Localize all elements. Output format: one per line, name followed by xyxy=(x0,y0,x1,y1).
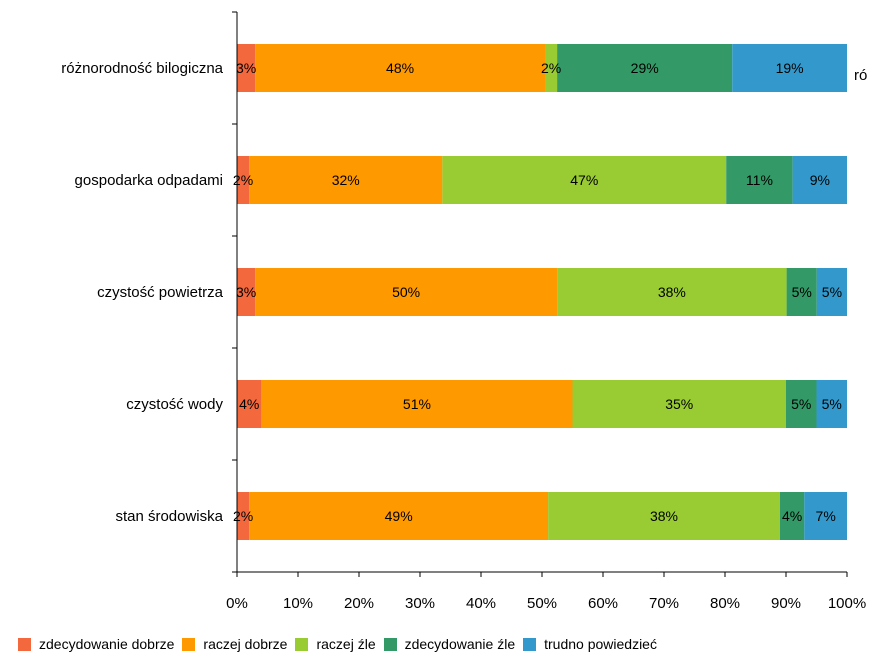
x-tick-label: 40% xyxy=(466,595,496,612)
bar-segment-2-4 xyxy=(548,492,780,540)
data-label: 2% xyxy=(541,60,561,76)
legend-label: zdecydowanie źle xyxy=(404,636,516,652)
bar-segment-1-3 xyxy=(261,380,573,428)
bars-layer xyxy=(237,44,847,540)
legend-item: raczej źle xyxy=(295,636,376,652)
category-label: czystość powietrza xyxy=(97,284,224,301)
data-label: 51% xyxy=(403,396,431,412)
data-label: 35% xyxy=(665,396,693,412)
bar-segment-4-3 xyxy=(816,380,847,428)
data-label: 48% xyxy=(386,60,414,76)
data-label: 11% xyxy=(746,172,773,188)
data-label: 2% xyxy=(233,172,253,188)
legend-label: raczej dobrze xyxy=(203,636,288,652)
data-label: 5% xyxy=(822,284,842,300)
data-label: 5% xyxy=(791,396,811,412)
bar-segment-3-3 xyxy=(786,380,817,428)
data-label: 38% xyxy=(650,508,678,524)
x-tick-label: 30% xyxy=(405,595,435,612)
bar-segment-2-2 xyxy=(557,268,787,316)
legend-item: raczej dobrze xyxy=(182,636,287,652)
data-label: 4% xyxy=(782,508,802,524)
bar-segment-1-2 xyxy=(255,268,558,316)
data-label: 5% xyxy=(822,396,842,412)
data-label: 49% xyxy=(385,508,413,524)
x-tick-label: 0% xyxy=(226,595,248,612)
data-label: 29% xyxy=(631,60,659,76)
clipped-category-label: ró xyxy=(854,67,867,84)
x-tick-label: 20% xyxy=(344,595,374,612)
x-tick-label: 80% xyxy=(710,595,740,612)
data-label: 3% xyxy=(236,60,256,76)
legend-swatch xyxy=(383,637,397,651)
axis-layer xyxy=(232,11,848,577)
bar-segment-1-0 xyxy=(255,44,546,92)
category-label: stan środowiska xyxy=(115,508,223,525)
x-tick-label: 10% xyxy=(283,595,313,612)
category-label: gospodarka odpadami xyxy=(75,172,223,189)
data-label: 50% xyxy=(392,284,420,300)
x-tick-label: 70% xyxy=(649,595,679,612)
bar-segment-0-4 xyxy=(237,492,250,540)
legend-label: zdecydowanie dobrze xyxy=(39,636,175,652)
bar-segment-2-0 xyxy=(545,44,558,92)
x-tick-label: 50% xyxy=(527,595,557,612)
data-label: 2% xyxy=(233,508,253,524)
bar-segment-0-1 xyxy=(237,156,250,204)
data-label: 19% xyxy=(776,60,804,76)
bar-segment-3-1 xyxy=(726,156,793,204)
data-label: 3% xyxy=(236,284,256,300)
legend-label: raczej źle xyxy=(316,636,376,652)
legend-label: trudno powiedzieć xyxy=(544,636,657,652)
bar-segment-2-3 xyxy=(572,380,786,428)
data-label: 38% xyxy=(658,284,686,300)
x-tick-label: 90% xyxy=(771,595,801,612)
bar-segment-2-1 xyxy=(442,156,727,204)
legend-swatch xyxy=(523,637,537,651)
legend-swatch xyxy=(182,637,196,651)
legend-swatch xyxy=(295,637,309,651)
chart-legend: zdecydowanie dobrze raczej dobrze raczej ź… xyxy=(18,636,665,652)
bar-segment-4-0 xyxy=(732,44,847,92)
bar-segment-4-4 xyxy=(804,492,847,540)
data-label: 5% xyxy=(792,284,812,300)
data-label: 7% xyxy=(816,508,836,524)
labels-layer: 3% 48% 2% 29% 19% różnorodność bilogiczna 2% 32… xyxy=(61,60,867,612)
data-label: 47% xyxy=(570,172,598,188)
bar-segment-1-4 xyxy=(249,492,549,540)
category-label: czystość wody xyxy=(126,396,223,413)
legend-item: zdecydowanie źle xyxy=(383,636,516,652)
bar-segment-0-0 xyxy=(237,44,256,92)
x-tick-label: 100% xyxy=(828,595,866,612)
data-label: 32% xyxy=(332,172,360,188)
bar-segment-4-1 xyxy=(792,156,847,204)
legend-swatch xyxy=(18,637,31,651)
data-label: 9% xyxy=(810,172,830,188)
legend-item: trudno powiedzieć xyxy=(523,636,657,652)
x-tick-label: 60% xyxy=(588,595,618,612)
bar-segment-0-3 xyxy=(237,380,262,428)
legend-item: zdecydowanie dobrze xyxy=(18,636,174,652)
bar-segment-3-0 xyxy=(557,44,733,92)
data-label: 4% xyxy=(239,396,259,412)
bar-segment-0-2 xyxy=(237,268,256,316)
bar-segment-4-2 xyxy=(816,268,847,316)
bar-segment-3-2 xyxy=(786,268,817,316)
bar-segment-1-1 xyxy=(249,156,443,204)
category-label: różnorodność bilogiczna xyxy=(61,60,223,77)
bar-segment-3-4 xyxy=(779,492,805,540)
